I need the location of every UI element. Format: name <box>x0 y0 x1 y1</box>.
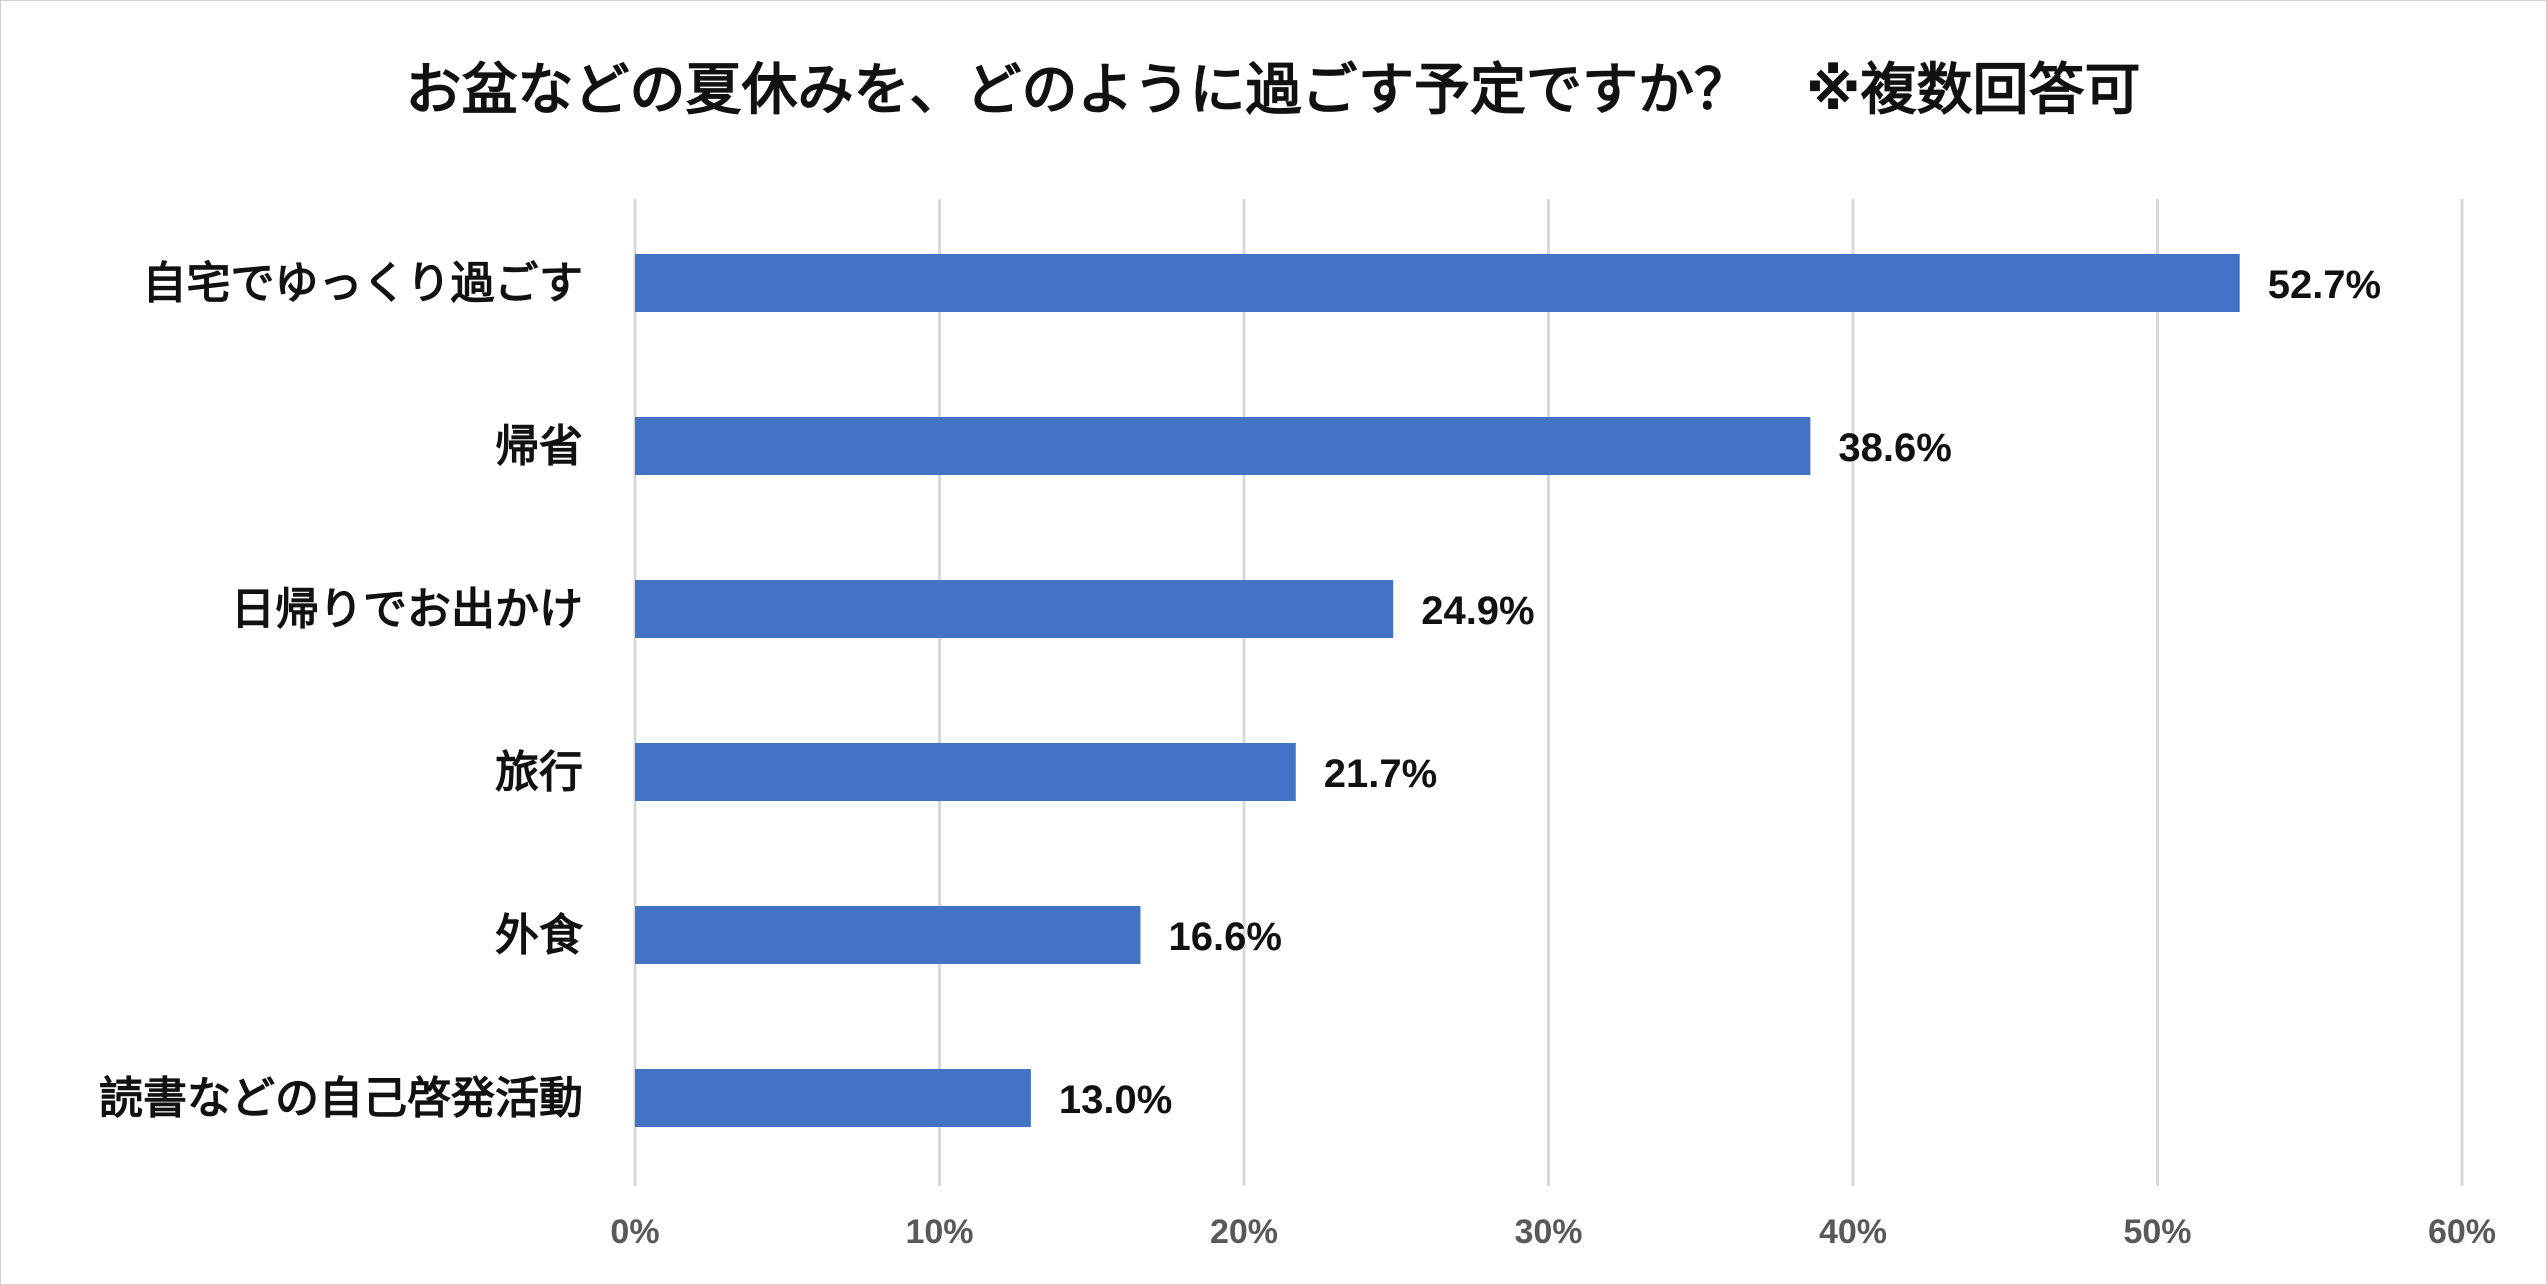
data-label: 38.6% <box>1838 426 1951 470</box>
value-labels: 52.7% 38.6% 24.9% 21.7% 16.6% 13.0% <box>1059 263 2381 1122</box>
x-tick-label: 30% <box>1514 1213 1582 1251</box>
bar <box>635 417 1811 475</box>
x-tick-label: 20% <box>1210 1213 1278 1251</box>
x-tick-label: 0% <box>610 1213 659 1251</box>
x-tick-label: 50% <box>2123 1213 2191 1251</box>
bars <box>635 254 2240 1127</box>
data-label: 16.6% <box>1168 915 1281 959</box>
bar <box>635 254 2240 312</box>
x-tick-label: 40% <box>1819 1213 1887 1251</box>
data-label: 21.7% <box>1324 752 1437 796</box>
category-label: 帰省 <box>495 421 583 472</box>
data-label: 13.0% <box>1059 1078 1172 1122</box>
bar <box>635 1069 1031 1127</box>
category-label: 読書などの自己啓発活動 <box>99 1073 583 1124</box>
gridlines <box>633 199 2464 1186</box>
bar <box>635 743 1296 801</box>
bar <box>635 580 1394 638</box>
category-label: 旅行 <box>495 747 583 798</box>
x-tick-label: 10% <box>905 1213 973 1251</box>
chart-title: お盆などの夏休みを、どのように過ごす予定ですか？ ※複数回答可 <box>405 58 2140 123</box>
x-axis-ticks: 0% 10% 20% 30% 40% 50% 60% <box>610 1213 2496 1251</box>
category-label: 日帰りでお出かけ <box>231 584 583 635</box>
data-label: 52.7% <box>2268 263 2381 307</box>
category-label: 自宅でゆっくり過ごす <box>143 258 583 309</box>
bar <box>635 906 1141 964</box>
data-label: 24.9% <box>1421 589 1534 633</box>
x-tick-label: 60% <box>2428 1213 2496 1251</box>
category-label: 外食 <box>495 910 584 961</box>
